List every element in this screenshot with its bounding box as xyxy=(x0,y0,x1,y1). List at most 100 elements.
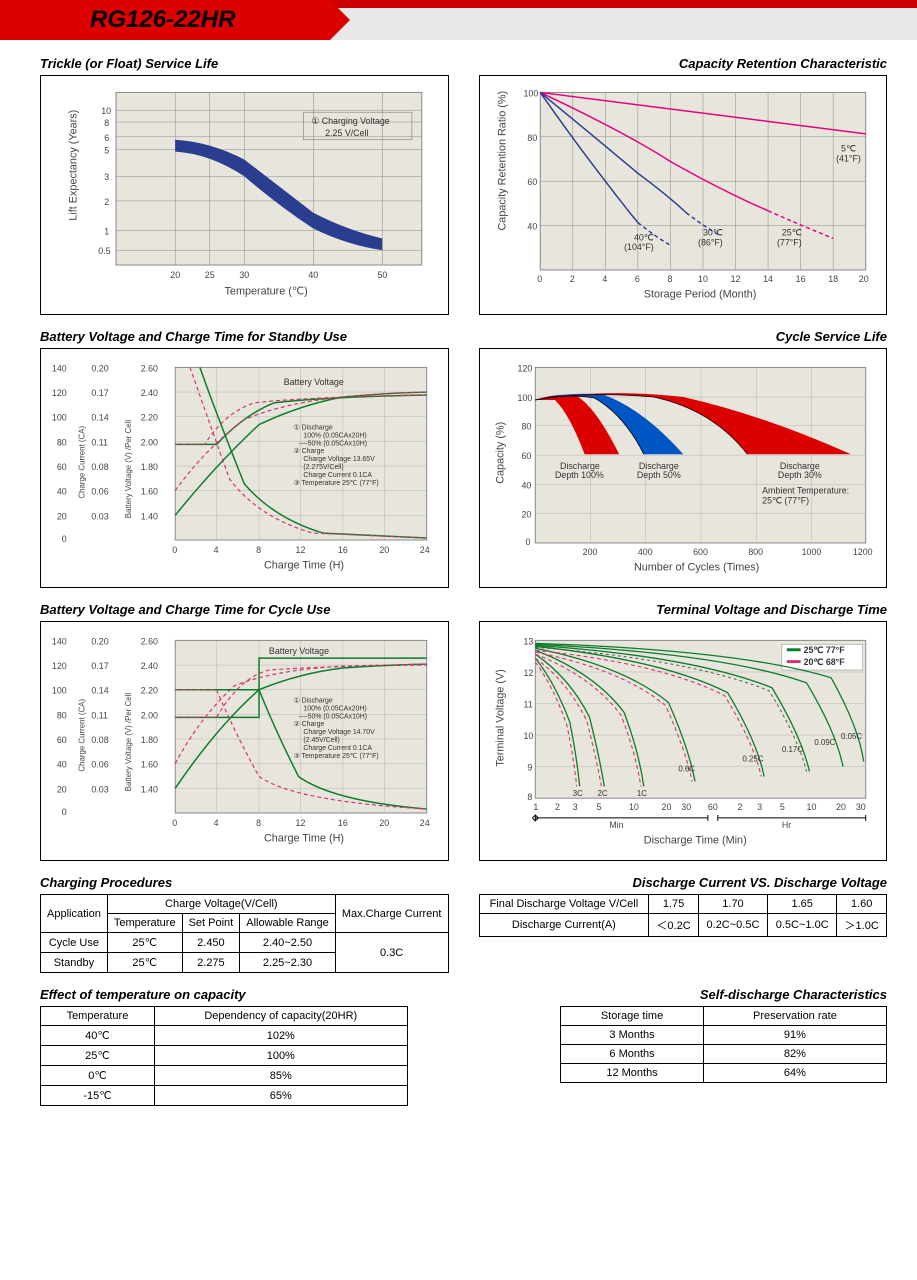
svg-text:40: 40 xyxy=(57,487,67,497)
svg-text:20: 20 xyxy=(379,818,389,828)
svg-text:2: 2 xyxy=(104,197,109,207)
svg-text:③ Temperature 25℃ (77°F): ③ Temperature 25℃ (77°F) xyxy=(294,752,379,760)
svg-text:60: 60 xyxy=(57,462,67,472)
svg-text:30: 30 xyxy=(855,802,865,812)
retention-title: Capacity Retention Characteristic xyxy=(479,56,888,71)
svg-text:(2.275V/Cell): (2.275V/Cell) xyxy=(303,464,343,471)
svg-text:140: 140 xyxy=(52,363,67,373)
standby-title: Battery Voltage and Charge Time for Stan… xyxy=(40,329,449,344)
svg-text:10: 10 xyxy=(629,802,639,812)
svg-text:2C: 2C xyxy=(597,789,607,798)
svg-text:(86°F): (86°F) xyxy=(698,237,723,247)
cycle-use-chart: Battery Voltage ① Discharge 100% (0.05CA… xyxy=(40,621,449,861)
cycle-life-chart: DischargeDepth 100% DischargeDepth 50% D… xyxy=(479,348,888,588)
svg-text:2.60: 2.60 xyxy=(141,363,158,373)
svg-text:11: 11 xyxy=(523,699,532,709)
svg-text:13: 13 xyxy=(523,636,533,646)
svg-text:60: 60 xyxy=(527,177,537,187)
svg-text:(77°F): (77°F) xyxy=(776,237,801,247)
svg-text:80: 80 xyxy=(57,710,67,720)
discharge-v-title: Discharge Current VS. Discharge Voltage xyxy=(479,875,888,890)
svg-text:2.60: 2.60 xyxy=(141,636,158,646)
svg-text:100% (0.05CAx20H): 100% (0.05CAx20H) xyxy=(303,705,366,712)
svg-text:Charge Time (H): Charge Time (H) xyxy=(264,560,344,572)
svg-text:20: 20 xyxy=(858,274,868,284)
svg-text:3: 3 xyxy=(104,172,109,182)
model-number: RG126-22HR xyxy=(90,6,235,34)
svg-text:Min: Min xyxy=(609,820,623,830)
svg-text:40: 40 xyxy=(57,760,67,770)
svg-text:Charge Time (H): Charge Time (H) xyxy=(264,833,344,845)
svg-text:1000: 1000 xyxy=(801,547,821,557)
self-discharge-title: Self-discharge Characteristics xyxy=(479,987,888,1002)
svg-text:0: 0 xyxy=(62,807,67,817)
svg-text:80: 80 xyxy=(521,422,531,432)
svg-text:0: 0 xyxy=(537,274,542,284)
svg-text:Temperature (℃): Temperature (℃) xyxy=(225,286,308,298)
svg-text:0.6C: 0.6C xyxy=(678,765,695,774)
svg-text:25℃ (77°F): 25℃ (77°F) xyxy=(762,496,809,506)
svg-text:2.25 V/Cell: 2.25 V/Cell xyxy=(325,128,368,138)
svg-text:20: 20 xyxy=(521,509,531,519)
svg-text:----50% (0.05CAx10H): ----50% (0.05CAx10H) xyxy=(298,440,367,447)
svg-text:Battery Voltage: Battery Voltage xyxy=(284,377,344,387)
svg-text:10: 10 xyxy=(806,802,816,812)
standby-chart: Battery Voltage ① Discharge 100% (0.05CA… xyxy=(40,348,449,588)
svg-text:① Charging Voltage: ① Charging Voltage xyxy=(311,116,389,126)
svg-text:8: 8 xyxy=(256,545,261,555)
svg-text:0.17C: 0.17C xyxy=(781,745,802,754)
svg-text:12: 12 xyxy=(523,668,533,678)
svg-text:0.06: 0.06 xyxy=(91,487,108,497)
svg-text:5℃: 5℃ xyxy=(841,144,856,154)
svg-text:100: 100 xyxy=(52,413,67,423)
svg-text:600: 600 xyxy=(693,547,708,557)
svg-text:Lift Expectancy (Years): Lift Expectancy (Years) xyxy=(68,110,80,221)
svg-text:0: 0 xyxy=(62,534,67,544)
svg-text:5: 5 xyxy=(596,802,601,812)
svg-text:8: 8 xyxy=(527,792,532,802)
svg-text:0.09C: 0.09C xyxy=(814,738,835,747)
cycle-use-title: Battery Voltage and Charge Time for Cycl… xyxy=(40,602,449,617)
svg-text:20: 20 xyxy=(836,802,846,812)
svg-text:Terminal Voltage (V): Terminal Voltage (V) xyxy=(494,669,506,767)
svg-text:120: 120 xyxy=(52,388,67,398)
svg-text:100% (0.05CAx20H): 100% (0.05CAx20H) xyxy=(303,432,366,439)
svg-text:③ Temperature 25℃ (77°F): ③ Temperature 25℃ (77°F) xyxy=(294,479,379,487)
svg-text:2.20: 2.20 xyxy=(141,413,158,423)
svg-text:0.11: 0.11 xyxy=(91,710,108,720)
charging-section: Charging Procedures Application Charge V… xyxy=(40,869,449,973)
svg-text:4: 4 xyxy=(602,274,607,284)
svg-text:Charge Current 0.1CA: Charge Current 0.1CA xyxy=(303,472,372,479)
svg-text:120: 120 xyxy=(52,661,67,671)
svg-text:120: 120 xyxy=(517,363,532,373)
trickle-title: Trickle (or Float) Service Life xyxy=(40,56,449,71)
svg-text:0.08: 0.08 xyxy=(91,462,108,472)
svg-text:24: 24 xyxy=(420,818,430,828)
svg-text:8: 8 xyxy=(104,118,109,128)
temp-effect-table: TemperatureDependency of capacity(20HR) … xyxy=(40,1006,408,1106)
svg-text:12: 12 xyxy=(296,545,306,555)
svg-text:2: 2 xyxy=(569,274,574,284)
svg-text:1C: 1C xyxy=(636,789,646,798)
svg-text:1.60: 1.60 xyxy=(141,760,158,770)
svg-text:140: 140 xyxy=(52,636,67,646)
svg-text:16: 16 xyxy=(338,818,348,828)
svg-text:0.20: 0.20 xyxy=(91,363,108,373)
svg-text:60: 60 xyxy=(521,451,531,461)
svg-text:20℃ 68°F: 20℃ 68°F xyxy=(803,657,845,667)
svg-text:Battery Voltage (V) /Per Cell: Battery Voltage (V) /Per Cell xyxy=(124,420,133,519)
svg-text:0.14: 0.14 xyxy=(91,413,108,423)
svg-text:9: 9 xyxy=(527,763,532,773)
svg-text:Depth 30%: Depth 30% xyxy=(777,470,821,480)
svg-text:0.5: 0.5 xyxy=(98,246,110,256)
svg-text:Charge Current 0.1CA: Charge Current 0.1CA xyxy=(303,745,372,752)
charging-table: Application Charge Voltage(V/Cell) Max.C… xyxy=(40,894,449,973)
svg-text:Depth 50%: Depth 50% xyxy=(636,470,680,480)
svg-text:Battery Voltage: Battery Voltage xyxy=(269,646,329,656)
svg-text:0.03: 0.03 xyxy=(91,784,108,794)
retention-chart: 5℃(41°F) 25℃(77°F) 30℃(86°F) 40℃(104°F) … xyxy=(479,75,888,315)
svg-text:25℃: 25℃ xyxy=(781,227,801,237)
discharge-v-section: Discharge Current VS. Discharge Voltage … xyxy=(479,869,888,973)
svg-text:② Charge: ② Charge xyxy=(294,447,325,455)
svg-text:20: 20 xyxy=(57,784,67,794)
